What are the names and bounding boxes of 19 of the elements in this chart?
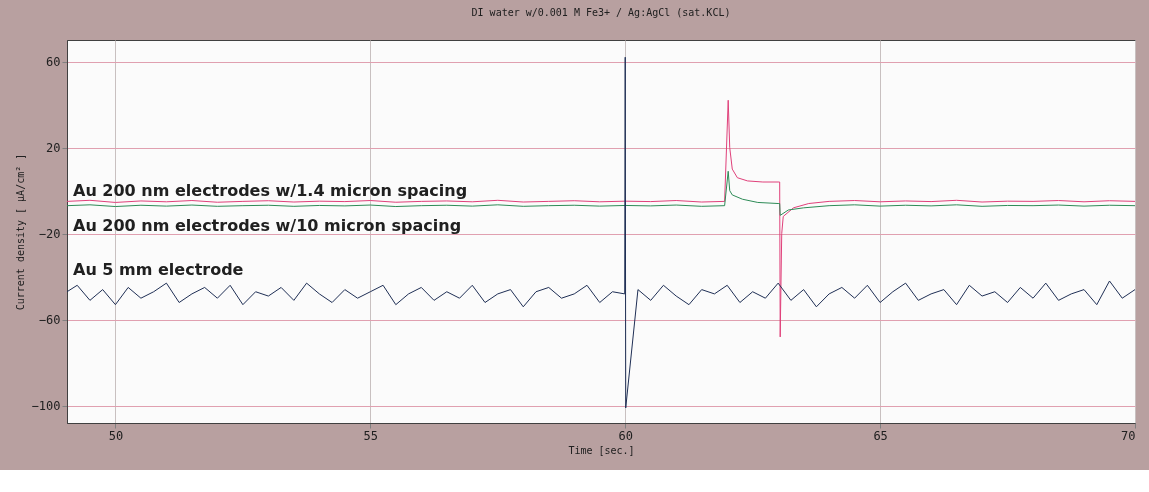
line-series bbox=[67, 56, 1135, 409]
line-series bbox=[67, 170, 1135, 216]
y-tick-label: −60 bbox=[38, 313, 61, 328]
series-label: Au 200 nm electrodes w/1.4 micron spacing bbox=[73, 181, 468, 201]
y-tick-label: 60 bbox=[46, 55, 61, 70]
x-tick-label: 70 bbox=[1121, 428, 1136, 443]
x-tick-label: 65 bbox=[873, 428, 888, 443]
x-axis-title: Time [sec.] bbox=[568, 444, 635, 456]
series-label: Au 5 mm electrode bbox=[73, 259, 244, 279]
y-tick-label: −20 bbox=[38, 227, 61, 242]
y-tick-label: 20 bbox=[46, 141, 61, 156]
x-tick-label: 50 bbox=[108, 428, 124, 443]
chart-title: DI water w/0.001 M Fe3+ / Ag:AgCl (sat.KCL) bbox=[471, 7, 731, 18]
x-tick-label: 60 bbox=[618, 428, 633, 443]
y-axis-title: Current density [ µA/cm² ] bbox=[14, 153, 26, 311]
y-tick-label: −100 bbox=[31, 399, 61, 414]
series-label: Au 200 nm electrodes w/10 micron spacing bbox=[73, 215, 462, 235]
line-series bbox=[67, 99, 1135, 338]
x-tick-label: 55 bbox=[363, 428, 379, 443]
